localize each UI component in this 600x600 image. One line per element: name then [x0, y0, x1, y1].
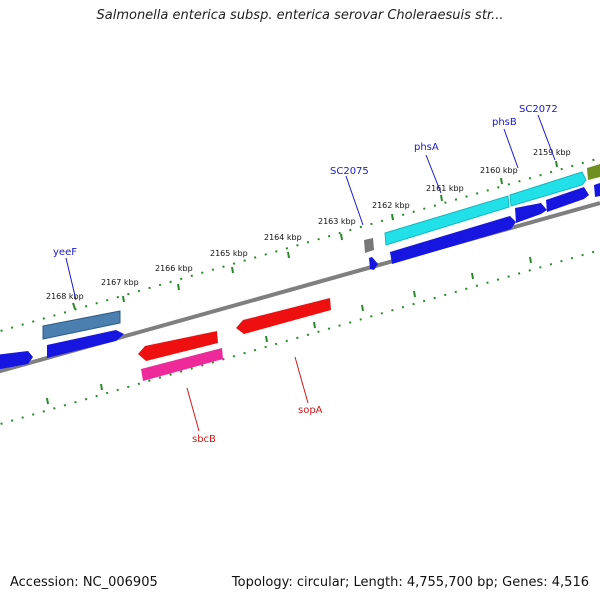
genome-summary-label: Topology: circular; Length: 4,755,700 bp…	[231, 575, 589, 590]
tick-label-2160: 2160 kbp	[480, 166, 518, 175]
cds-feature-red-sbcb	[138, 331, 218, 361]
cds-feature-cyan-right	[509, 171, 587, 207]
gene-label-sc2072: SC2072	[519, 104, 558, 115]
tick-label-2166: 2166 kbp	[155, 264, 193, 273]
gene-label-sbcb: sbcB	[192, 434, 216, 445]
cds-feature-cyan-long	[384, 195, 510, 246]
gene-label-sc2075: SC2075	[330, 166, 369, 177]
gene-label-phsb: phsB	[492, 117, 517, 128]
cds-feature-steel	[42, 310, 121, 340]
reverse-strand-features	[138, 298, 331, 381]
cds-feature-blue-phsb	[515, 203, 547, 223]
gene-label-sopa: sopA	[298, 405, 323, 416]
tick-label-2165: 2165 kbp	[210, 249, 248, 258]
genome-title: Salmonella enterica subsp. enterica sero…	[96, 8, 504, 23]
cds-feature-blue-small	[369, 257, 378, 270]
gene-label-yeef: yeeF	[53, 247, 77, 258]
cds-feature-olive	[587, 164, 600, 180]
gene-label-phsa: phsA	[414, 142, 439, 153]
tick-label-2161: 2161 kbp	[426, 184, 464, 193]
tick-label-2167: 2167 kbp	[101, 278, 139, 287]
inner-tick-track	[0, 249, 600, 426]
tick-label-2162: 2162 kbp	[372, 201, 410, 210]
cds-feature-pink-sbcb	[141, 348, 223, 381]
cds-feature-blue-left	[0, 351, 33, 370]
tick-label-2168: 2168 kbp	[46, 292, 84, 301]
gene-label-leaders	[65, 114, 556, 432]
tick-label-2163: 2163 kbp	[318, 217, 356, 226]
forward-strand-features	[0, 164, 600, 370]
outer-major-ticks	[72, 160, 558, 310]
cds-feature-grey	[364, 238, 374, 253]
cds-feature-blue	[47, 330, 124, 358]
cds-feature-blue-long	[390, 216, 516, 264]
accession-label: Accession: NC_006905	[10, 575, 158, 590]
outer-tick-track	[0, 157, 600, 333]
cds-feature-blue-sc2072	[546, 187, 589, 212]
cds-feature-blue-edge	[594, 183, 600, 197]
cds-feature-red-sopa	[236, 298, 331, 334]
tick-label-2164: 2164 kbp	[264, 233, 302, 242]
gene-labels: yeeF SC2075 phsA phsB SC2072 sbcB sopA	[53, 104, 558, 445]
